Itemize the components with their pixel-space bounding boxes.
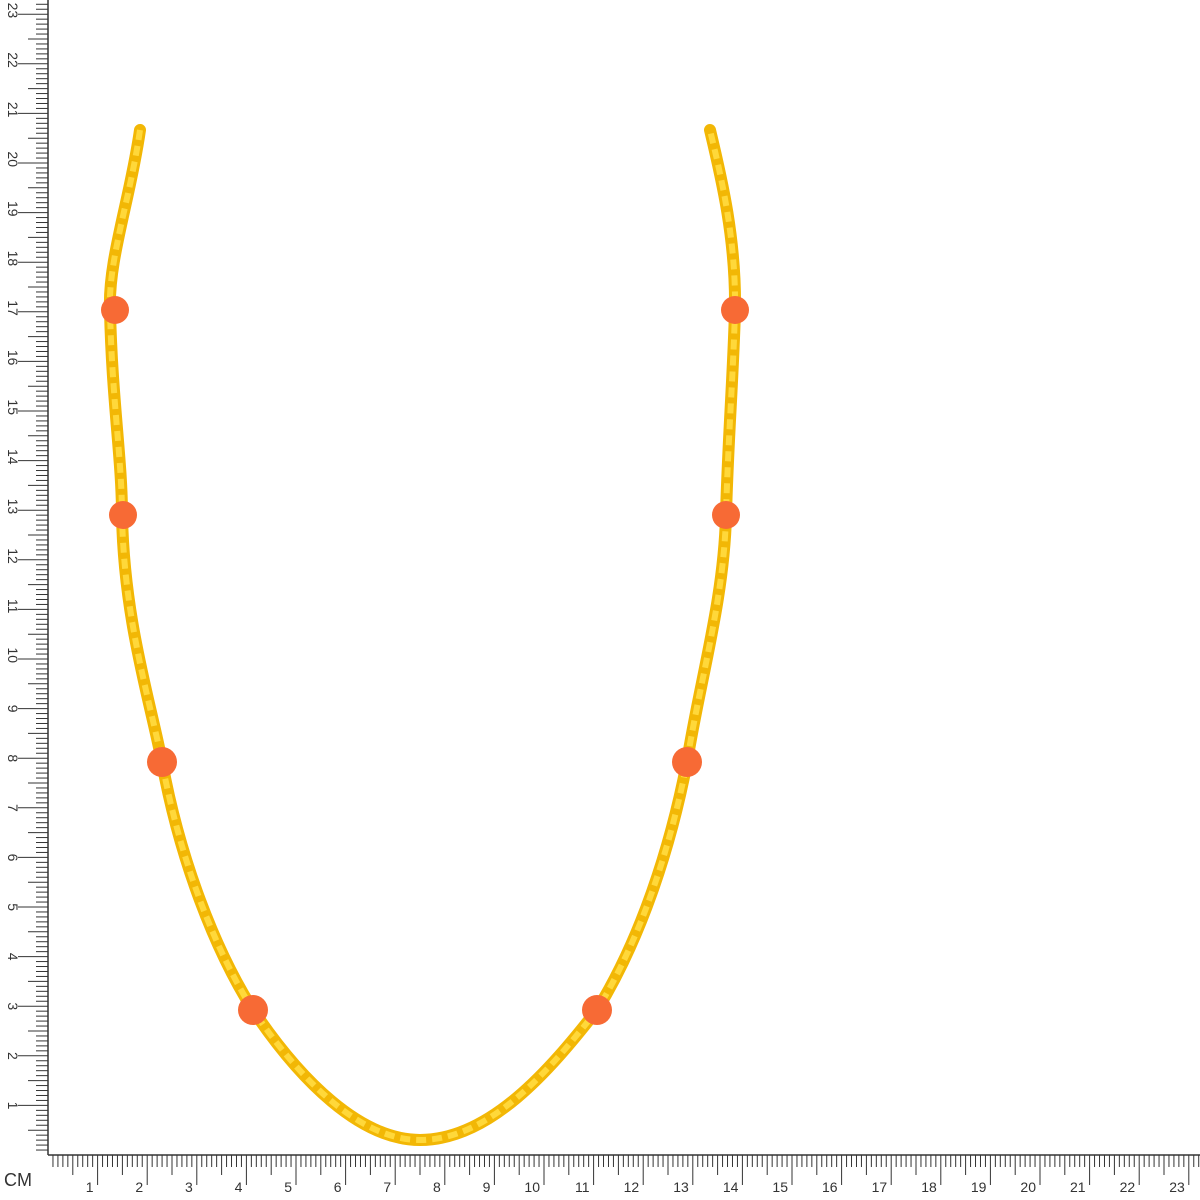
ruler-label: 12 (5, 548, 21, 564)
ruler-label: 22 (1120, 1179, 1136, 1195)
ruler-label: 21 (1070, 1179, 1086, 1195)
ruler-label: 6 (334, 1179, 342, 1195)
ruler-label: 8 (433, 1179, 441, 1195)
ruler-label: 7 (383, 1179, 391, 1195)
ruler-label: 1 (5, 1102, 21, 1110)
bead (672, 747, 702, 777)
ruler-label: 20 (1020, 1179, 1036, 1195)
bead (712, 501, 740, 529)
ruler-label: 19 (971, 1179, 987, 1195)
ruler-label: 11 (575, 1179, 590, 1195)
bead (582, 995, 612, 1025)
ruler-label: 19 (5, 201, 21, 217)
ruler-label: 4 (5, 953, 21, 961)
ruler-label: 16 (822, 1179, 838, 1195)
ruler-label: 13 (5, 499, 21, 515)
necklace (101, 124, 749, 1147)
ruler-label: 23 (1169, 1179, 1185, 1195)
ruler-label: 22 (5, 52, 21, 68)
bead (101, 296, 129, 324)
ruler-label: 1 (86, 1179, 94, 1195)
ruler-label: 14 (723, 1179, 739, 1195)
bead (721, 296, 749, 324)
ruler-label: 2 (5, 1052, 21, 1060)
ruler: CM 1 2 3 4 5 6 7 8 9 10 11 12 13 14 15 16 17 18 19 20 21 22 23… (4, 0, 1200, 1195)
beads (101, 296, 749, 1025)
chain-links (106, 129, 739, 1144)
ruler-label: 16 (5, 350, 21, 366)
ruler-label: 2 (135, 1179, 143, 1195)
ruler-label: 10 (524, 1179, 540, 1195)
ruler-label: 12 (624, 1179, 640, 1195)
unit-label: CM (4, 1170, 32, 1190)
ruler-label: 9 (5, 705, 21, 713)
ruler-label: 3 (5, 1002, 21, 1010)
ruler-label: 8 (5, 754, 21, 762)
ruler-label: 6 (5, 854, 21, 862)
ruler-label: 21 (5, 102, 21, 118)
ruler-label: 15 (5, 399, 21, 415)
bead (147, 747, 177, 777)
bead (109, 501, 137, 529)
ruler-label: 9 (483, 1179, 491, 1195)
ruler-label: 5 (5, 903, 21, 911)
ruler-label: 11 (5, 599, 21, 614)
ruler-label: 18 (921, 1179, 937, 1195)
ruler-label: 18 (5, 251, 21, 267)
ruler-label: 20 (5, 151, 21, 167)
ruler-label: 4 (235, 1179, 243, 1195)
ruler-label: 3 (185, 1179, 193, 1195)
ruler-label: 23 (5, 3, 21, 19)
ruler-label: 17 (5, 300, 21, 316)
ruler-label: 10 (5, 647, 21, 663)
ruler-label: 14 (5, 449, 21, 465)
ruler-label: 13 (673, 1179, 689, 1195)
ruler-label: 17 (872, 1179, 888, 1195)
ruler-label: 15 (772, 1179, 788, 1195)
ruler-label: 5 (284, 1179, 292, 1195)
bead (238, 995, 268, 1025)
ruler-label: 7 (5, 804, 21, 812)
